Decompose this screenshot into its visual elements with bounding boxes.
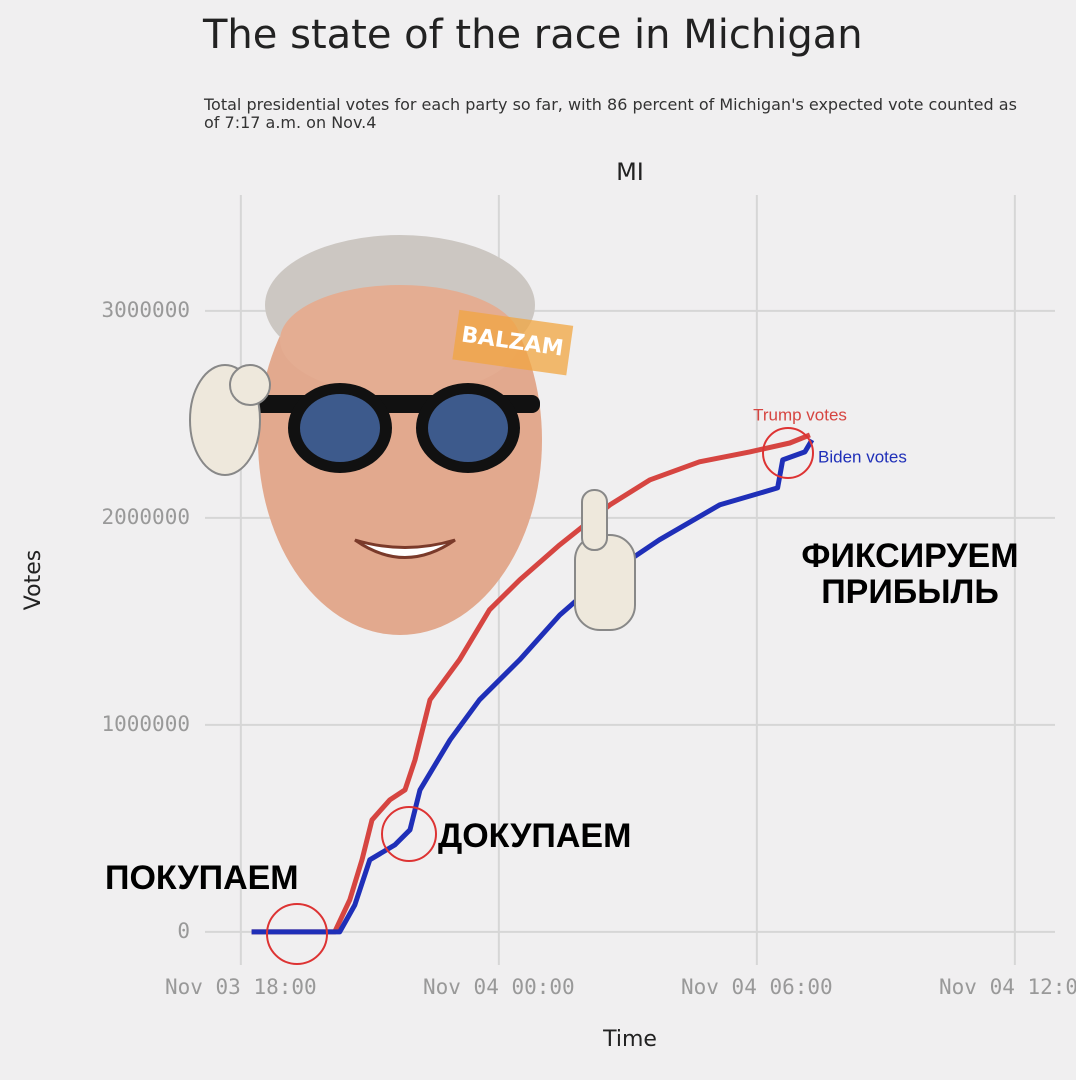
series-label: Biden votes	[818, 447, 907, 466]
series-line	[251, 438, 815, 935]
highlight-circle	[381, 806, 437, 862]
panel-title: MI	[616, 158, 644, 186]
y-tick-label: 0	[177, 919, 190, 943]
watermark: BALZAM	[452, 309, 574, 376]
y-tick-label: 1000000	[101, 712, 190, 736]
series-label: Trump votes	[753, 405, 847, 424]
x-tick-label: Nov 04 00:00	[423, 975, 575, 999]
face-sticker	[240, 235, 542, 635]
y-tick-label: 2000000	[101, 505, 190, 529]
annotation: ПОКУПАЕМ	[105, 859, 299, 897]
x-tick-label: Nov 03 18:00	[165, 975, 317, 999]
hand-thumbs-up	[574, 489, 636, 631]
lines: Trump votes Biden votes	[251, 405, 907, 935]
highlight-circle	[762, 427, 814, 479]
title: The state of the race in Michigan	[203, 12, 863, 58]
grid: 0 1000000 2000000 3000000 Nov 03 18:00 Nov 04…	[101, 195, 1076, 999]
y-tick-label: 3000000	[101, 298, 190, 322]
annotation: ФИКСИРУЕМ ПРИБЫЛЬ	[801, 537, 1019, 611]
x-tick-label: Nov 04 12:00	[939, 975, 1076, 999]
highlight-circle	[266, 903, 328, 965]
x-axis-label: Time	[602, 1027, 657, 1052]
series-line	[251, 432, 811, 935]
hand-ok	[189, 364, 271, 476]
x-tick-label: Nov 04 06:00	[681, 975, 833, 999]
y-axis-label: Votes	[21, 550, 46, 610]
annotation: ДОКУПАЕМ	[438, 817, 632, 855]
subtitle: Total presidential votes for each party …	[204, 95, 1017, 132]
